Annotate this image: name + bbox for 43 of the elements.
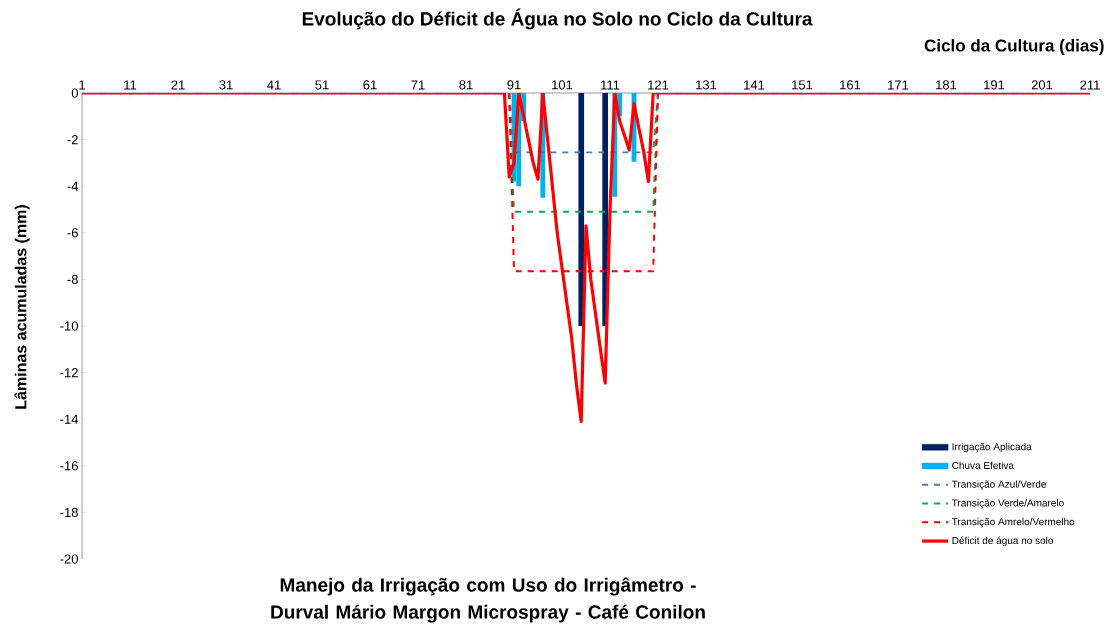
x-tick-label: 111 <box>601 80 620 90</box>
x-axis-title: Ciclo da Cultura (dias) <box>924 39 1104 55</box>
legend-label: Chuva Efetiva <box>952 461 1014 469</box>
y-tick-label: -20 <box>60 554 78 564</box>
x-tick-label: 141 <box>744 80 765 90</box>
y-tick-label: -2 <box>67 135 78 145</box>
x-tick-label: 131 <box>696 80 717 90</box>
x-tick-label: 91 <box>507 80 521 90</box>
x-tick-label: 151 <box>792 80 813 90</box>
legend-label: Transição Verde/Amarelo <box>951 499 1064 509</box>
x-tick-label: 51 <box>315 80 329 90</box>
x-tick-label: 171 <box>888 80 909 90</box>
y-tick-label: -10 <box>60 321 78 331</box>
y-tick-label: 0 <box>71 88 78 98</box>
x-tick-label: 31 <box>219 80 233 90</box>
y-tick-label: -8 <box>67 274 78 284</box>
y-axis-title: Lâminas acumuladas (mm) <box>14 205 30 409</box>
y-tick-label: -6 <box>67 228 78 238</box>
x-tick-label: 61 <box>363 80 377 90</box>
chart-title: Evolução do Déficit de Água no Solo no Ciclo da Cultura <box>302 8 813 30</box>
y-tick-label: -16 <box>60 461 78 471</box>
x-tick-label: 181 <box>936 80 957 90</box>
x-tick-label: 121 <box>648 80 669 90</box>
x-tick-label: 71 <box>411 80 425 90</box>
x-tick-label: 191 <box>984 80 1005 90</box>
x-tick-label: 1 <box>79 80 85 90</box>
legend-label: Irrigação Aplicada <box>952 442 1032 453</box>
y-tick-label: -18 <box>60 507 78 517</box>
legend-label: Transição Amrelo/Vermelho <box>951 517 1075 528</box>
x-tick-label: 21 <box>171 80 185 90</box>
x-tick-label: 11 <box>124 80 137 90</box>
y-tick-label: -12 <box>60 368 78 378</box>
x-tick-label: 41 <box>267 80 281 90</box>
x-tick-label: 211 <box>1080 80 1100 90</box>
y-tick-label: -14 <box>60 414 79 424</box>
x-tick-label: 81 <box>459 80 473 90</box>
x-tick-label: 161 <box>840 80 861 90</box>
legend-label: Déficit de água no solo <box>952 536 1053 547</box>
x-tick-label: 101 <box>552 80 573 90</box>
legend-label: Transição Azul/Verde <box>951 480 1046 490</box>
y-tick-label: -4 <box>67 181 79 191</box>
x-tick-label: 201 <box>1031 80 1053 90</box>
text: Manejo da Irrigação com Uso do Irrigâmetro - Durval Mário Margon Microspray - Café Conilon <box>271 577 705 623</box>
